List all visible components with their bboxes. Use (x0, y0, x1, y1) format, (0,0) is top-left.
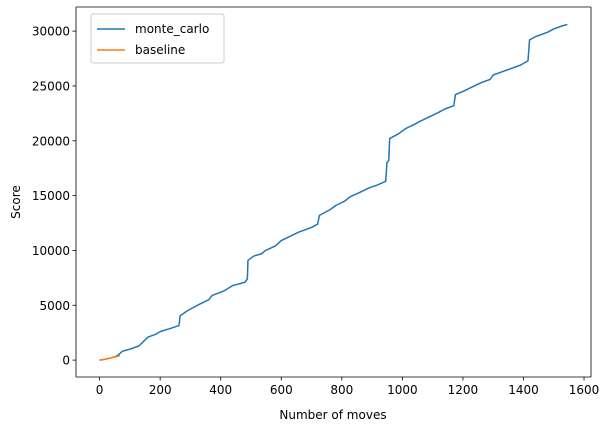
y-tick-label: 10000 (32, 244, 70, 258)
legend-label-monte-carlo: monte_carlo (135, 22, 209, 36)
x-tick-label: 1000 (387, 383, 418, 397)
series-line-monte-carlo (99, 23, 568, 361)
y-tick-label: 5000 (39, 299, 70, 313)
series-layer (99, 23, 568, 361)
legend-label-baseline: baseline (135, 43, 185, 57)
x-tick-label: 0 (96, 383, 104, 397)
y-tick-label: 30000 (32, 25, 70, 39)
y-tick-label: 25000 (32, 79, 70, 93)
x-tick-label: 800 (330, 383, 353, 397)
y-axis-title: Score (9, 185, 23, 219)
x-axis-ticks: 0 200 400 600 800 1000 1200 1400 1600 (96, 377, 600, 397)
x-tick-label: 1200 (448, 383, 479, 397)
x-tick-label: 400 (209, 383, 232, 397)
axes-frame (75, 6, 592, 378)
y-tick-label: 0 (62, 354, 70, 368)
y-tick-label: 15000 (32, 189, 70, 203)
y-tick-label: 20000 (32, 134, 70, 148)
x-tick-label: 600 (270, 383, 293, 397)
x-axis-title: Number of moves (279, 408, 386, 422)
x-tick-label: 1400 (508, 383, 539, 397)
series-line-baseline (99, 355, 121, 361)
y-axis-ticks: 0 5000 10000 15000 20000 25000 30000 (32, 25, 76, 368)
x-tick-label: 200 (149, 383, 172, 397)
x-tick-label: 1600 (569, 383, 600, 397)
legend: monte_carlo baseline (90, 13, 225, 64)
